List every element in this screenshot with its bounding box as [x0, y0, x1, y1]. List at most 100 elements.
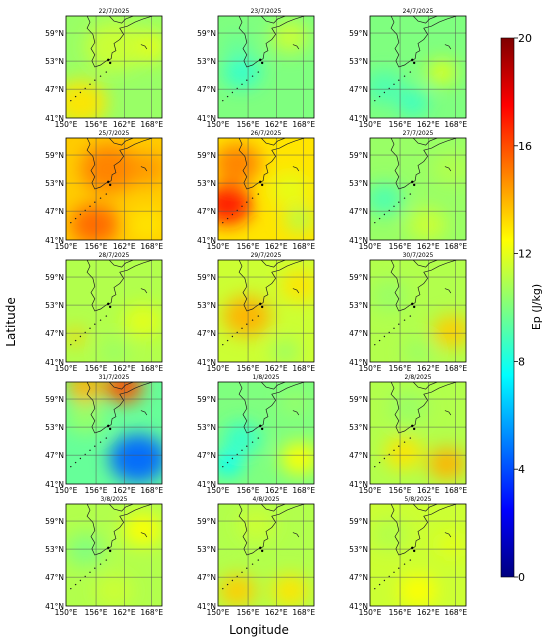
- coastline-north: [108, 138, 134, 146]
- island-marker: [409, 71, 412, 73]
- ep-anomaly: [123, 513, 162, 546]
- island-marker: [99, 75, 102, 77]
- graticule: [370, 16, 466, 118]
- commander-islands: [140, 44, 148, 50]
- island-marker: [94, 79, 96, 81]
- ep-anomaly: [66, 382, 105, 404]
- volcano-marker: [108, 427, 112, 431]
- panel-frame: [65, 381, 163, 485]
- island-marker: [99, 197, 102, 199]
- island-marker: [251, 441, 254, 443]
- ep-field: [370, 260, 466, 362]
- island-marker: [226, 583, 229, 586]
- ep-anomaly: [370, 518, 409, 551]
- longitude-tick-label: 168°E: [444, 242, 467, 251]
- latitude-tick-label: 41°N: [45, 236, 64, 245]
- panel-frame: [369, 503, 467, 607]
- graticule: [66, 260, 162, 362]
- ep-anomaly: [270, 172, 310, 206]
- commander-islands: [140, 410, 148, 416]
- panel-frame: [65, 15, 163, 119]
- ep-field: [218, 138, 314, 240]
- volcano-marker: [260, 305, 264, 309]
- graticule: [370, 260, 466, 362]
- ep-anomaly: [222, 295, 271, 337]
- island-marker: [74, 217, 77, 220]
- longitude-tick-label: 168°E: [444, 120, 467, 129]
- latitude-tick-label: 41°N: [197, 114, 216, 123]
- island-marker: [393, 83, 395, 86]
- ep-anomaly: [280, 390, 310, 415]
- ep-anomaly: [432, 315, 466, 348]
- volcano-marker: [259, 180, 262, 184]
- ep-anomaly: [66, 328, 86, 345]
- island-marker: [236, 453, 238, 456]
- latitude-tick-label: 59°N: [197, 29, 216, 38]
- panel-frame: [369, 259, 467, 363]
- latitude-tick-label: 53°N: [349, 57, 368, 66]
- panel-date-label: 3/8/2025: [101, 496, 128, 503]
- volcano-marker: [411, 546, 414, 550]
- longitude-tick-label: 168°E: [292, 242, 315, 251]
- volcano-marker: [260, 61, 264, 65]
- latitude-tick-label: 53°N: [349, 179, 368, 188]
- island-marker: [79, 91, 82, 94]
- ep-field: [370, 504, 466, 606]
- graticule: [66, 16, 162, 118]
- island-marker: [403, 197, 406, 199]
- ep-field: [218, 504, 314, 606]
- volcano-marker: [259, 546, 262, 550]
- volcano-marker: [259, 58, 262, 62]
- longitude-tick-label: 150°E: [207, 120, 230, 129]
- ep-anomaly: [403, 339, 433, 362]
- commander-islands: [292, 166, 300, 172]
- commander-islands: [444, 288, 452, 294]
- island-marker: [74, 95, 77, 98]
- island-marker: [398, 79, 400, 81]
- island-marker: [105, 315, 108, 317]
- panel-frame: [369, 15, 467, 119]
- longitude-tick-label: 162°E: [417, 486, 440, 495]
- commander-islands: [444, 44, 452, 50]
- volcano-marker: [108, 305, 112, 309]
- island-marker: [231, 335, 234, 338]
- longitude-tick-label: 156°E: [237, 608, 260, 617]
- graticule: [66, 138, 162, 240]
- coastline-north: [108, 260, 134, 268]
- latitude-tick-label: 41°N: [197, 236, 216, 245]
- ep-anomaly: [437, 532, 466, 558]
- latitude-tick-label: 47°N: [349, 451, 368, 460]
- longitude-tick-label: 162°E: [113, 608, 136, 617]
- longitude-tick-label: 156°E: [389, 120, 412, 129]
- commander-islands: [140, 166, 148, 172]
- coastline-north: [412, 504, 438, 512]
- ep-anomaly: [389, 391, 428, 424]
- island-marker: [89, 205, 91, 208]
- island-marker: [105, 437, 108, 439]
- longitude-tick-label: 168°E: [140, 486, 163, 495]
- coastline-north: [412, 260, 438, 268]
- ep-field: [370, 138, 466, 240]
- latitude-tick-label: 47°N: [349, 573, 368, 582]
- ep-anomaly: [432, 152, 466, 185]
- volcano-marker: [411, 180, 414, 184]
- panel-date-label: 24/7/2025: [403, 8, 434, 15]
- longitude-tick-label: 156°E: [85, 242, 108, 251]
- latitude-tick-label: 47°N: [197, 573, 216, 582]
- longitude-tick-label: 162°E: [417, 364, 440, 373]
- ep-anomaly: [128, 208, 162, 240]
- latitude-tick-label: 59°N: [349, 517, 368, 526]
- ep-anomaly: [218, 143, 262, 184]
- island-marker: [231, 579, 234, 582]
- colorbar-bar: [500, 37, 515, 578]
- panel-date-label: 27/7/2025: [403, 130, 434, 137]
- island-marker: [246, 201, 248, 203]
- island-marker: [393, 571, 395, 574]
- island-marker: [378, 461, 381, 464]
- island-marker: [70, 465, 72, 468]
- island-marker: [226, 217, 229, 220]
